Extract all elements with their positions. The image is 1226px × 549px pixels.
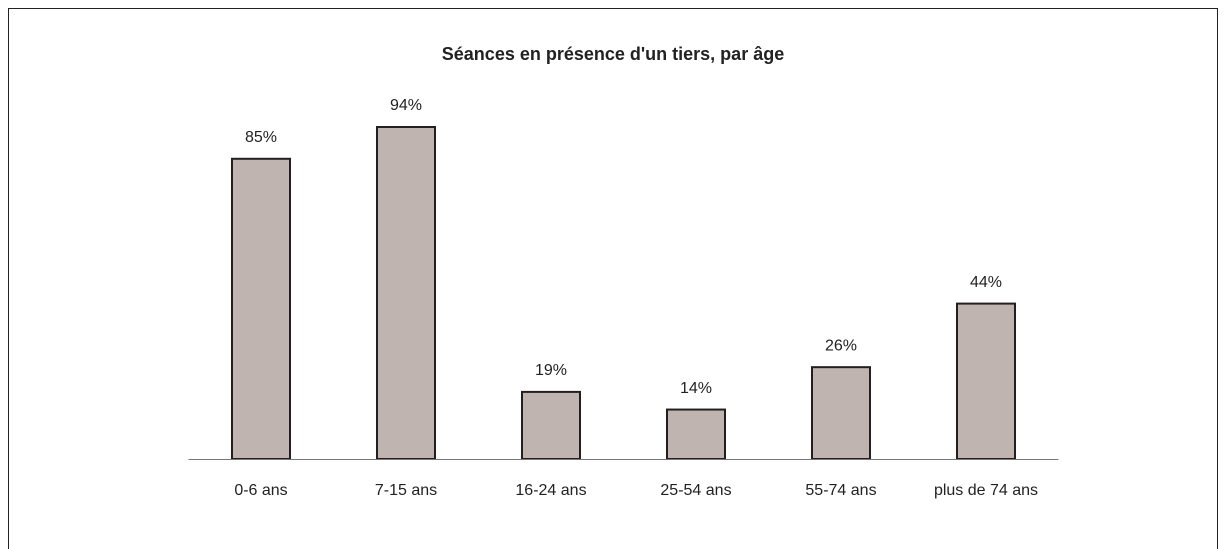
x-tick-label: 0-6 ans — [234, 482, 287, 499]
x-tick-label: 25-54 ans — [660, 482, 731, 499]
data-label: 14% — [680, 380, 712, 397]
data-label: 85% — [245, 129, 277, 146]
data-label: 44% — [970, 274, 1002, 291]
x-tick-label: plus de 74 ans — [934, 482, 1038, 499]
bar — [521, 390, 581, 460]
data-label: 26% — [825, 337, 857, 354]
bar — [231, 157, 291, 460]
chart-title: Séances en présence d'un tiers, par âge — [442, 44, 784, 64]
bar — [376, 126, 436, 460]
x-tick-label: 16-24 ans — [515, 482, 586, 499]
x-tick-label: 55-74 ans — [805, 482, 876, 499]
bar — [956, 302, 1016, 460]
bar — [811, 366, 871, 461]
bar — [666, 408, 726, 460]
data-label: 19% — [535, 362, 567, 379]
data-label: 94% — [390, 97, 422, 114]
chart-frame — [8, 8, 1218, 549]
x-tick-label: 7-15 ans — [375, 482, 437, 499]
